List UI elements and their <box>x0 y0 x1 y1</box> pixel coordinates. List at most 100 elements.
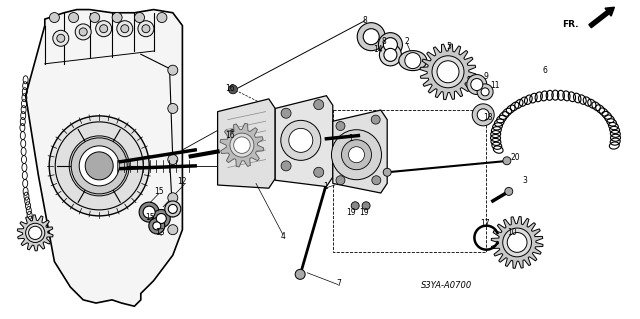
Circle shape <box>342 140 371 170</box>
Text: 5: 5 <box>447 42 452 51</box>
Circle shape <box>100 25 108 33</box>
Text: S3YA-A0700: S3YA-A0700 <box>421 281 472 290</box>
Circle shape <box>281 108 291 118</box>
Circle shape <box>437 61 459 83</box>
Circle shape <box>467 75 487 94</box>
Circle shape <box>289 128 313 152</box>
Circle shape <box>384 48 397 61</box>
Circle shape <box>29 226 42 240</box>
Text: 2: 2 <box>404 37 409 46</box>
Polygon shape <box>220 123 264 167</box>
Circle shape <box>76 24 92 40</box>
Circle shape <box>153 222 161 230</box>
Circle shape <box>230 133 254 157</box>
Circle shape <box>357 23 385 51</box>
Circle shape <box>57 34 65 42</box>
Circle shape <box>112 12 122 23</box>
Text: 15: 15 <box>145 213 156 222</box>
Circle shape <box>168 154 178 165</box>
Circle shape <box>380 44 401 66</box>
Text: FR.: FR. <box>562 20 579 29</box>
Circle shape <box>228 130 237 138</box>
Circle shape <box>85 152 113 180</box>
Circle shape <box>508 233 527 252</box>
Circle shape <box>168 204 177 213</box>
Circle shape <box>432 56 464 88</box>
Circle shape <box>71 138 127 194</box>
Text: 19: 19 <box>346 208 356 217</box>
Circle shape <box>152 210 170 227</box>
Circle shape <box>378 33 403 57</box>
Text: 14: 14 <box>372 45 383 54</box>
Text: 12: 12 <box>178 177 187 186</box>
Circle shape <box>138 21 154 37</box>
Text: 10: 10 <box>507 228 517 237</box>
Circle shape <box>437 61 459 83</box>
Circle shape <box>79 146 119 186</box>
Circle shape <box>371 115 380 124</box>
Circle shape <box>505 187 513 196</box>
Text: 3: 3 <box>522 176 527 185</box>
Polygon shape <box>17 215 53 251</box>
Circle shape <box>26 223 45 242</box>
Circle shape <box>383 38 397 52</box>
Circle shape <box>139 202 159 222</box>
Polygon shape <box>420 44 476 100</box>
Circle shape <box>349 147 365 163</box>
Circle shape <box>508 233 527 252</box>
Circle shape <box>68 12 79 23</box>
Circle shape <box>477 109 489 121</box>
Circle shape <box>336 176 345 185</box>
Circle shape <box>90 12 100 23</box>
Text: 8: 8 <box>362 16 367 25</box>
Circle shape <box>314 167 324 177</box>
Circle shape <box>336 122 345 130</box>
Circle shape <box>117 21 133 37</box>
Circle shape <box>332 130 381 180</box>
Circle shape <box>69 136 129 196</box>
Circle shape <box>143 206 155 218</box>
Text: 4: 4 <box>280 232 285 241</box>
Circle shape <box>228 85 237 94</box>
Circle shape <box>383 168 391 176</box>
Circle shape <box>168 103 178 114</box>
Text: 16: 16 <box>225 131 236 140</box>
Circle shape <box>156 213 166 224</box>
Text: 18: 18 <box>483 113 492 122</box>
Circle shape <box>55 122 143 210</box>
Circle shape <box>481 88 489 96</box>
Circle shape <box>295 269 305 279</box>
Text: 9: 9 <box>484 72 489 81</box>
Circle shape <box>362 202 370 210</box>
Text: 6: 6 <box>543 66 548 75</box>
Circle shape <box>364 29 380 45</box>
Circle shape <box>472 104 494 126</box>
Circle shape <box>168 193 178 203</box>
Text: 1: 1 <box>323 182 328 191</box>
Circle shape <box>372 176 381 185</box>
Circle shape <box>471 78 483 91</box>
Circle shape <box>234 137 250 153</box>
Circle shape <box>503 157 511 165</box>
Circle shape <box>503 228 531 257</box>
Circle shape <box>121 25 129 33</box>
Circle shape <box>281 120 321 160</box>
Text: 19: 19 <box>358 208 369 217</box>
Circle shape <box>49 116 149 216</box>
Circle shape <box>477 84 493 100</box>
Polygon shape <box>26 10 182 306</box>
Circle shape <box>234 137 250 153</box>
Polygon shape <box>218 99 275 188</box>
Text: 20: 20 <box>510 153 520 162</box>
Text: 11: 11 <box>490 81 499 90</box>
Text: 16: 16 <box>225 84 236 93</box>
Circle shape <box>79 28 87 36</box>
Text: 1: 1 <box>348 134 353 143</box>
Polygon shape <box>333 110 387 193</box>
Circle shape <box>96 21 112 37</box>
Circle shape <box>168 225 178 235</box>
FancyArrow shape <box>589 7 614 28</box>
Polygon shape <box>492 217 543 268</box>
Polygon shape <box>275 96 333 187</box>
Circle shape <box>134 12 145 23</box>
